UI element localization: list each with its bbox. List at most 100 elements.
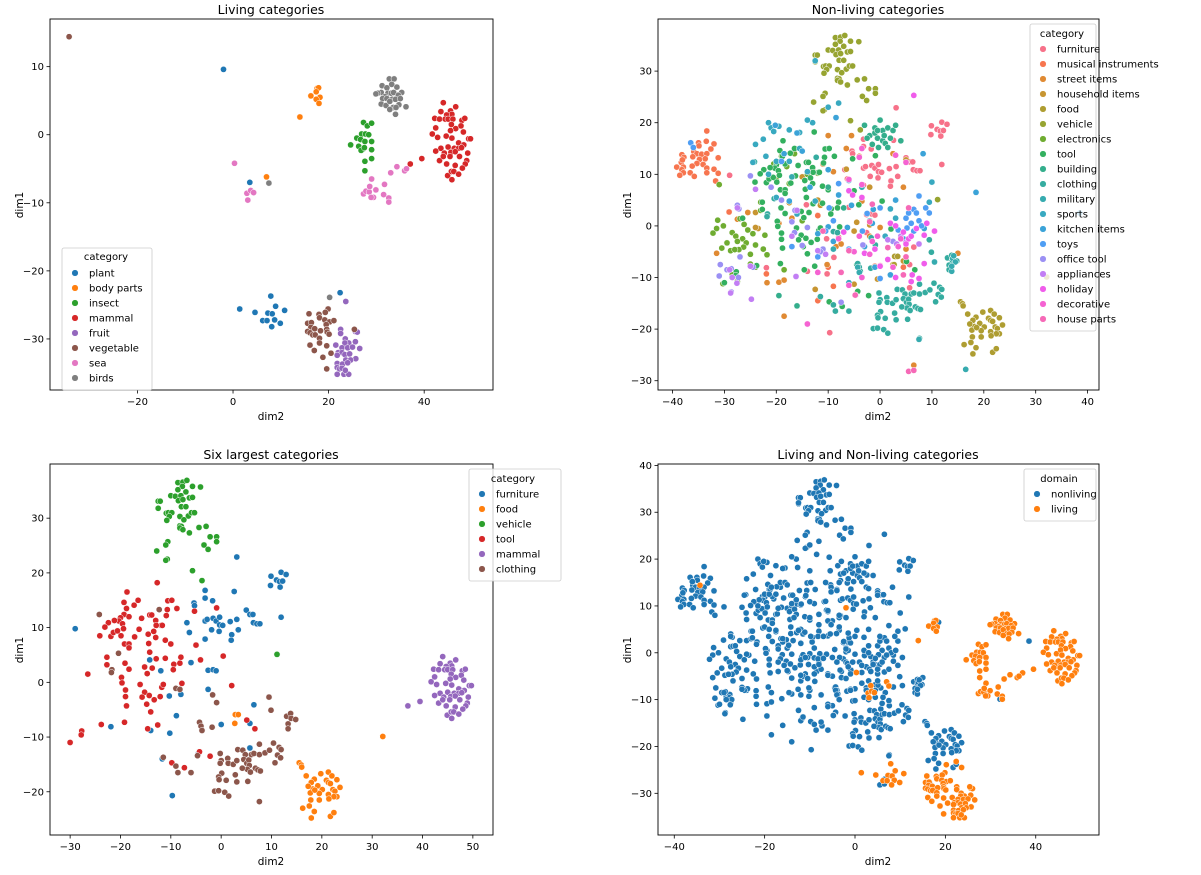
data-point-clothing xyxy=(938,286,946,293)
data-point-nonliving xyxy=(860,633,868,641)
data-point-decorative xyxy=(868,238,876,245)
y-tick-label: 20 xyxy=(639,555,652,566)
data-point-office-tool xyxy=(788,218,796,226)
data-point-nonliving xyxy=(779,722,787,729)
data-point-birds xyxy=(393,83,401,91)
x-axis-label: dim2 xyxy=(258,411,285,423)
data-point-tool xyxy=(834,204,841,212)
legend-marker xyxy=(71,359,79,367)
legend-label: birds xyxy=(89,374,114,385)
data-point-vehicle xyxy=(934,196,941,203)
data-point-nonliving xyxy=(858,679,866,687)
data-point-nonliving xyxy=(772,590,780,598)
data-point-nonliving xyxy=(765,655,773,663)
data-point-decorative xyxy=(835,235,842,243)
data-point-nonliving xyxy=(865,716,873,724)
data-point-food xyxy=(894,253,902,260)
data-point-building xyxy=(861,121,868,129)
data-point-nonliving xyxy=(865,558,872,565)
data-point-furniture xyxy=(204,686,212,693)
x-tick-label: 20 xyxy=(977,397,990,408)
data-point-vehicle xyxy=(813,51,821,59)
legend-label: vegetable xyxy=(89,344,139,355)
data-point-insect xyxy=(361,157,369,165)
data-point-nonliving xyxy=(706,655,713,663)
data-point-nonliving xyxy=(865,585,872,592)
axes-frame xyxy=(49,463,494,836)
points xyxy=(674,476,1083,822)
data-point-tool xyxy=(168,596,176,604)
data-point-nonliving xyxy=(749,627,756,635)
panel-title: Six largest categories xyxy=(203,447,338,462)
y-tick-label: −10 xyxy=(631,695,652,706)
data-point-nonliving xyxy=(810,721,818,728)
data-point-nonliving xyxy=(881,530,888,538)
panel-title: Living categories xyxy=(218,2,325,17)
data-point-nonliving xyxy=(749,670,757,678)
data-point-nonliving xyxy=(894,637,902,645)
data-point-nonliving xyxy=(878,658,886,666)
data-point-nonliving xyxy=(958,739,965,747)
data-point-nonliving xyxy=(743,616,750,623)
data-point-food xyxy=(315,796,323,804)
data-point-clothing xyxy=(95,611,103,618)
data-point-tool xyxy=(130,601,138,609)
data-point-nonliving xyxy=(914,685,921,693)
data-point-vehicle xyxy=(154,504,162,512)
data-point-nonliving xyxy=(738,675,746,682)
data-point-mammal xyxy=(418,155,426,162)
data-point-mammal xyxy=(451,692,459,700)
y-tick-label: −10 xyxy=(23,198,44,209)
data-point-nonliving xyxy=(768,698,775,706)
data-point-building xyxy=(875,144,882,151)
data-point-office-tool xyxy=(798,242,806,249)
data-point-living xyxy=(971,796,979,804)
data-point-office-tool xyxy=(767,183,775,191)
data-point-tool xyxy=(162,612,170,619)
data-point-furniture xyxy=(823,235,830,243)
data-point-clothing xyxy=(884,329,892,337)
data-point-vehicle xyxy=(865,85,872,93)
data-point-toys xyxy=(922,204,930,212)
data-point-food xyxy=(960,341,968,348)
data-point-nonliving xyxy=(727,663,735,671)
data-point-mammal xyxy=(448,134,456,142)
data-point-mammal xyxy=(406,160,414,168)
legend-box xyxy=(1029,23,1097,332)
data-point-furniture xyxy=(887,182,894,190)
data-point-vehicle xyxy=(819,93,827,100)
data-point-plant xyxy=(268,323,276,331)
data-point-street-items xyxy=(848,132,855,139)
data-point-toys xyxy=(859,227,866,235)
data-point-holiday xyxy=(892,274,899,281)
data-point-nonliving xyxy=(804,675,811,682)
legend-label: sports xyxy=(1057,210,1088,221)
data-point-tool xyxy=(810,128,818,136)
data-point-tool xyxy=(781,190,789,197)
data-point-decorative xyxy=(855,153,863,161)
y-tick-label: −20 xyxy=(631,742,652,753)
data-point-vehicle xyxy=(206,533,214,541)
data-point-mammal xyxy=(460,676,468,684)
data-point-nonliving xyxy=(807,746,815,754)
legend-label: electronics xyxy=(1057,135,1111,146)
data-point-plant xyxy=(267,292,275,300)
data-point-birds xyxy=(396,95,404,102)
data-point-nonliving xyxy=(904,567,912,575)
data-point-sports xyxy=(762,152,770,160)
data-point-mammal xyxy=(451,148,459,156)
data-point-fruit xyxy=(349,343,356,351)
data-point-mammal xyxy=(451,162,459,169)
data-point-household-items xyxy=(752,224,759,231)
data-point-musical-instruments xyxy=(725,208,733,216)
data-point-nonliving xyxy=(778,695,786,703)
data-point-vegetable xyxy=(330,317,338,324)
data-point-nonliving xyxy=(768,689,775,696)
data-point-tool xyxy=(807,239,815,246)
data-point-insect xyxy=(368,119,375,127)
data-point-living xyxy=(888,781,895,789)
data-point-nonliving xyxy=(858,662,866,669)
data-point-electronics xyxy=(723,239,731,247)
y-tick-label: −20 xyxy=(23,787,44,798)
data-point-nonliving xyxy=(812,726,820,734)
